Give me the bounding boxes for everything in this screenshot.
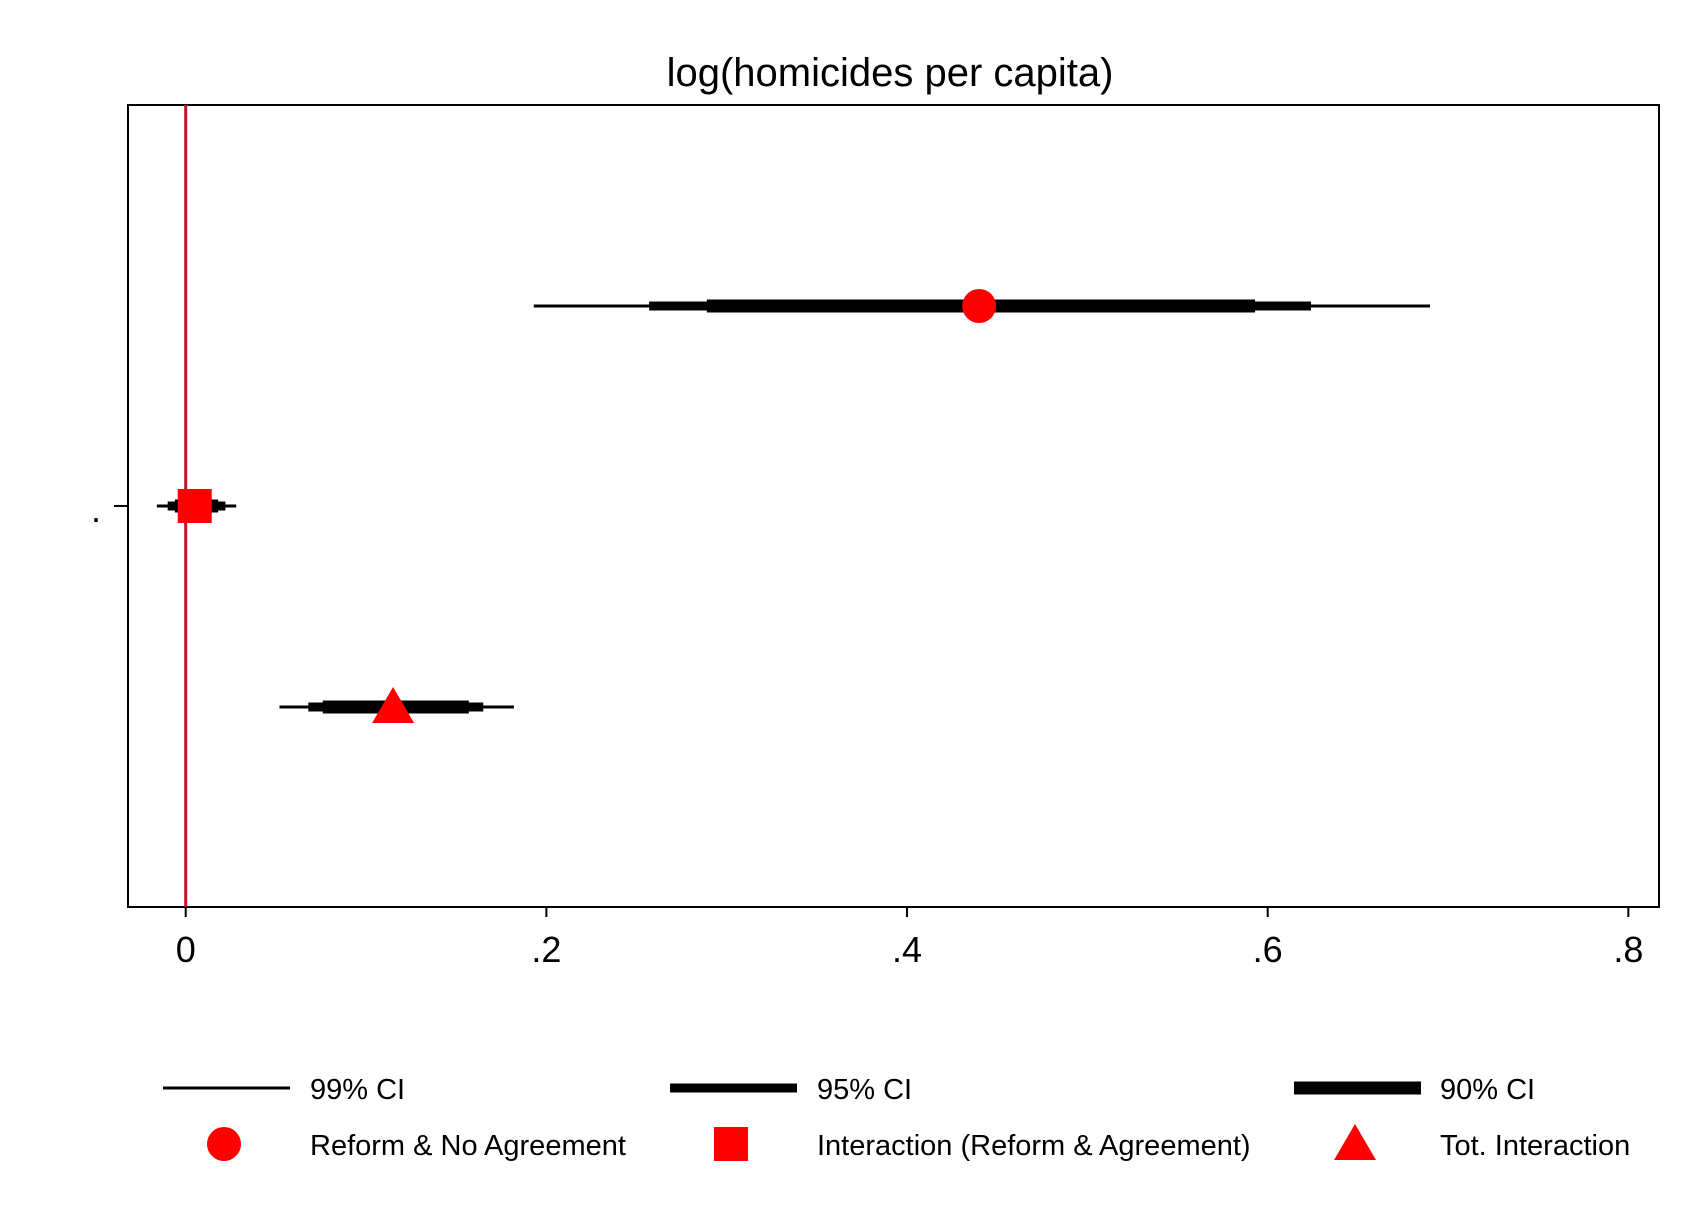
x-tick-label-2: .4 — [892, 929, 922, 970]
x-tick-label-3: .6 — [1253, 929, 1283, 970]
point-estimate-layer — [177, 289, 997, 723]
legend-circle-swatch — [207, 1127, 241, 1161]
y-axis: . — [91, 489, 128, 530]
series-1-estimate-marker — [962, 289, 997, 323]
x-tick-label-1: .2 — [531, 929, 561, 970]
legend-triangle-label: Tot. Interaction — [1440, 1130, 1630, 1162]
legend-circle-label: Reform & No Agreement — [310, 1130, 626, 1162]
x-axis: 0 .2 .4 .6 .8 — [176, 907, 1643, 970]
legend-ci99-label: 99% CI — [310, 1074, 405, 1106]
legend: 99% CI 95% CI 90% CI Reform & No Agreement I… — [163, 1074, 1630, 1162]
x-tick-label-4: .8 — [1613, 929, 1643, 970]
x-tick-label-0: 0 — [176, 929, 196, 970]
legend-triangle-swatch — [1334, 1124, 1376, 1160]
legend-square-label: Interaction (Reform & Agreement) — [817, 1130, 1251, 1162]
legend-square-swatch — [714, 1127, 748, 1161]
legend-ci95-label: 95% CI — [817, 1074, 912, 1106]
chart-title: log(homicides per capita) — [667, 51, 1114, 95]
legend-ci90-label: 90% CI — [1440, 1074, 1535, 1106]
series-2-estimate-marker — [177, 489, 212, 523]
series-3-estimate-marker — [372, 687, 415, 723]
y-tick-label-0: . — [91, 489, 101, 530]
